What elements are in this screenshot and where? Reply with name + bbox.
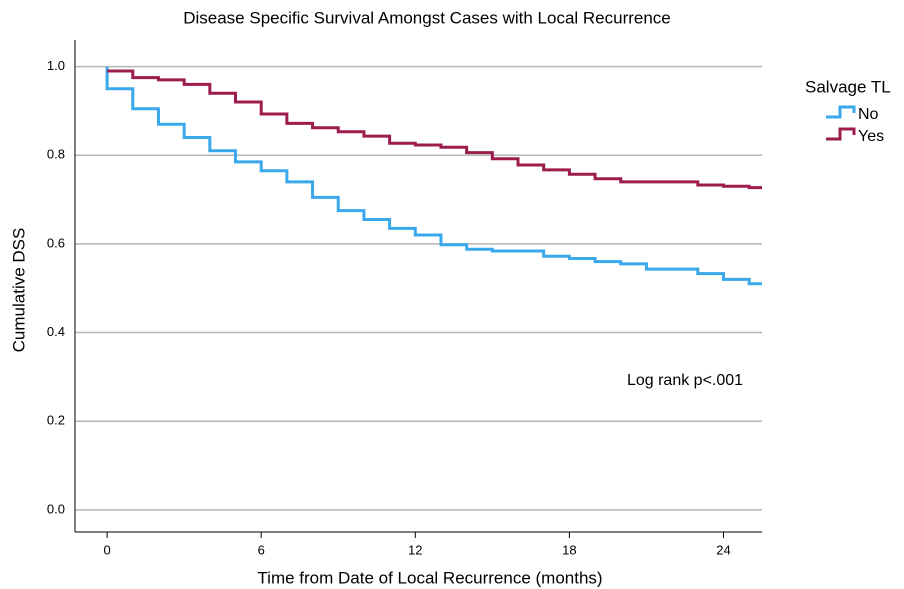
legend-label: Yes	[858, 128, 884, 145]
x-tick-label: 0	[103, 542, 110, 557]
survival-line	[105, 66, 762, 286]
y-tick-label: 0.0	[47, 501, 65, 516]
y-tick-label: 0.6	[47, 235, 65, 250]
annotation: Log rank p<.001	[627, 372, 743, 389]
legend-label: No	[858, 106, 879, 123]
x-axis-label: Time from Date of Local Recurrence (mont…	[257, 568, 602, 587]
y-tick-label: 1.0	[47, 58, 65, 73]
y-axis-label: Cumulative DSS	[9, 228, 28, 353]
x-tick-label: 18	[562, 542, 576, 557]
legend-title: Salvage TL	[805, 77, 891, 96]
x-tick-label: 12	[408, 542, 422, 557]
y-tick-label: 0.2	[47, 413, 65, 428]
x-tick-label: 24	[716, 542, 730, 557]
chart-title: Disease Specific Survival Amongst Cases …	[183, 8, 671, 27]
y-tick-label: 0.8	[47, 147, 65, 162]
survival-line	[107, 69, 762, 190]
y-tick-label: 0.4	[47, 324, 65, 339]
x-tick-label: 6	[258, 542, 265, 557]
legend-swatch	[826, 127, 856, 141]
legend-swatch	[826, 105, 856, 119]
